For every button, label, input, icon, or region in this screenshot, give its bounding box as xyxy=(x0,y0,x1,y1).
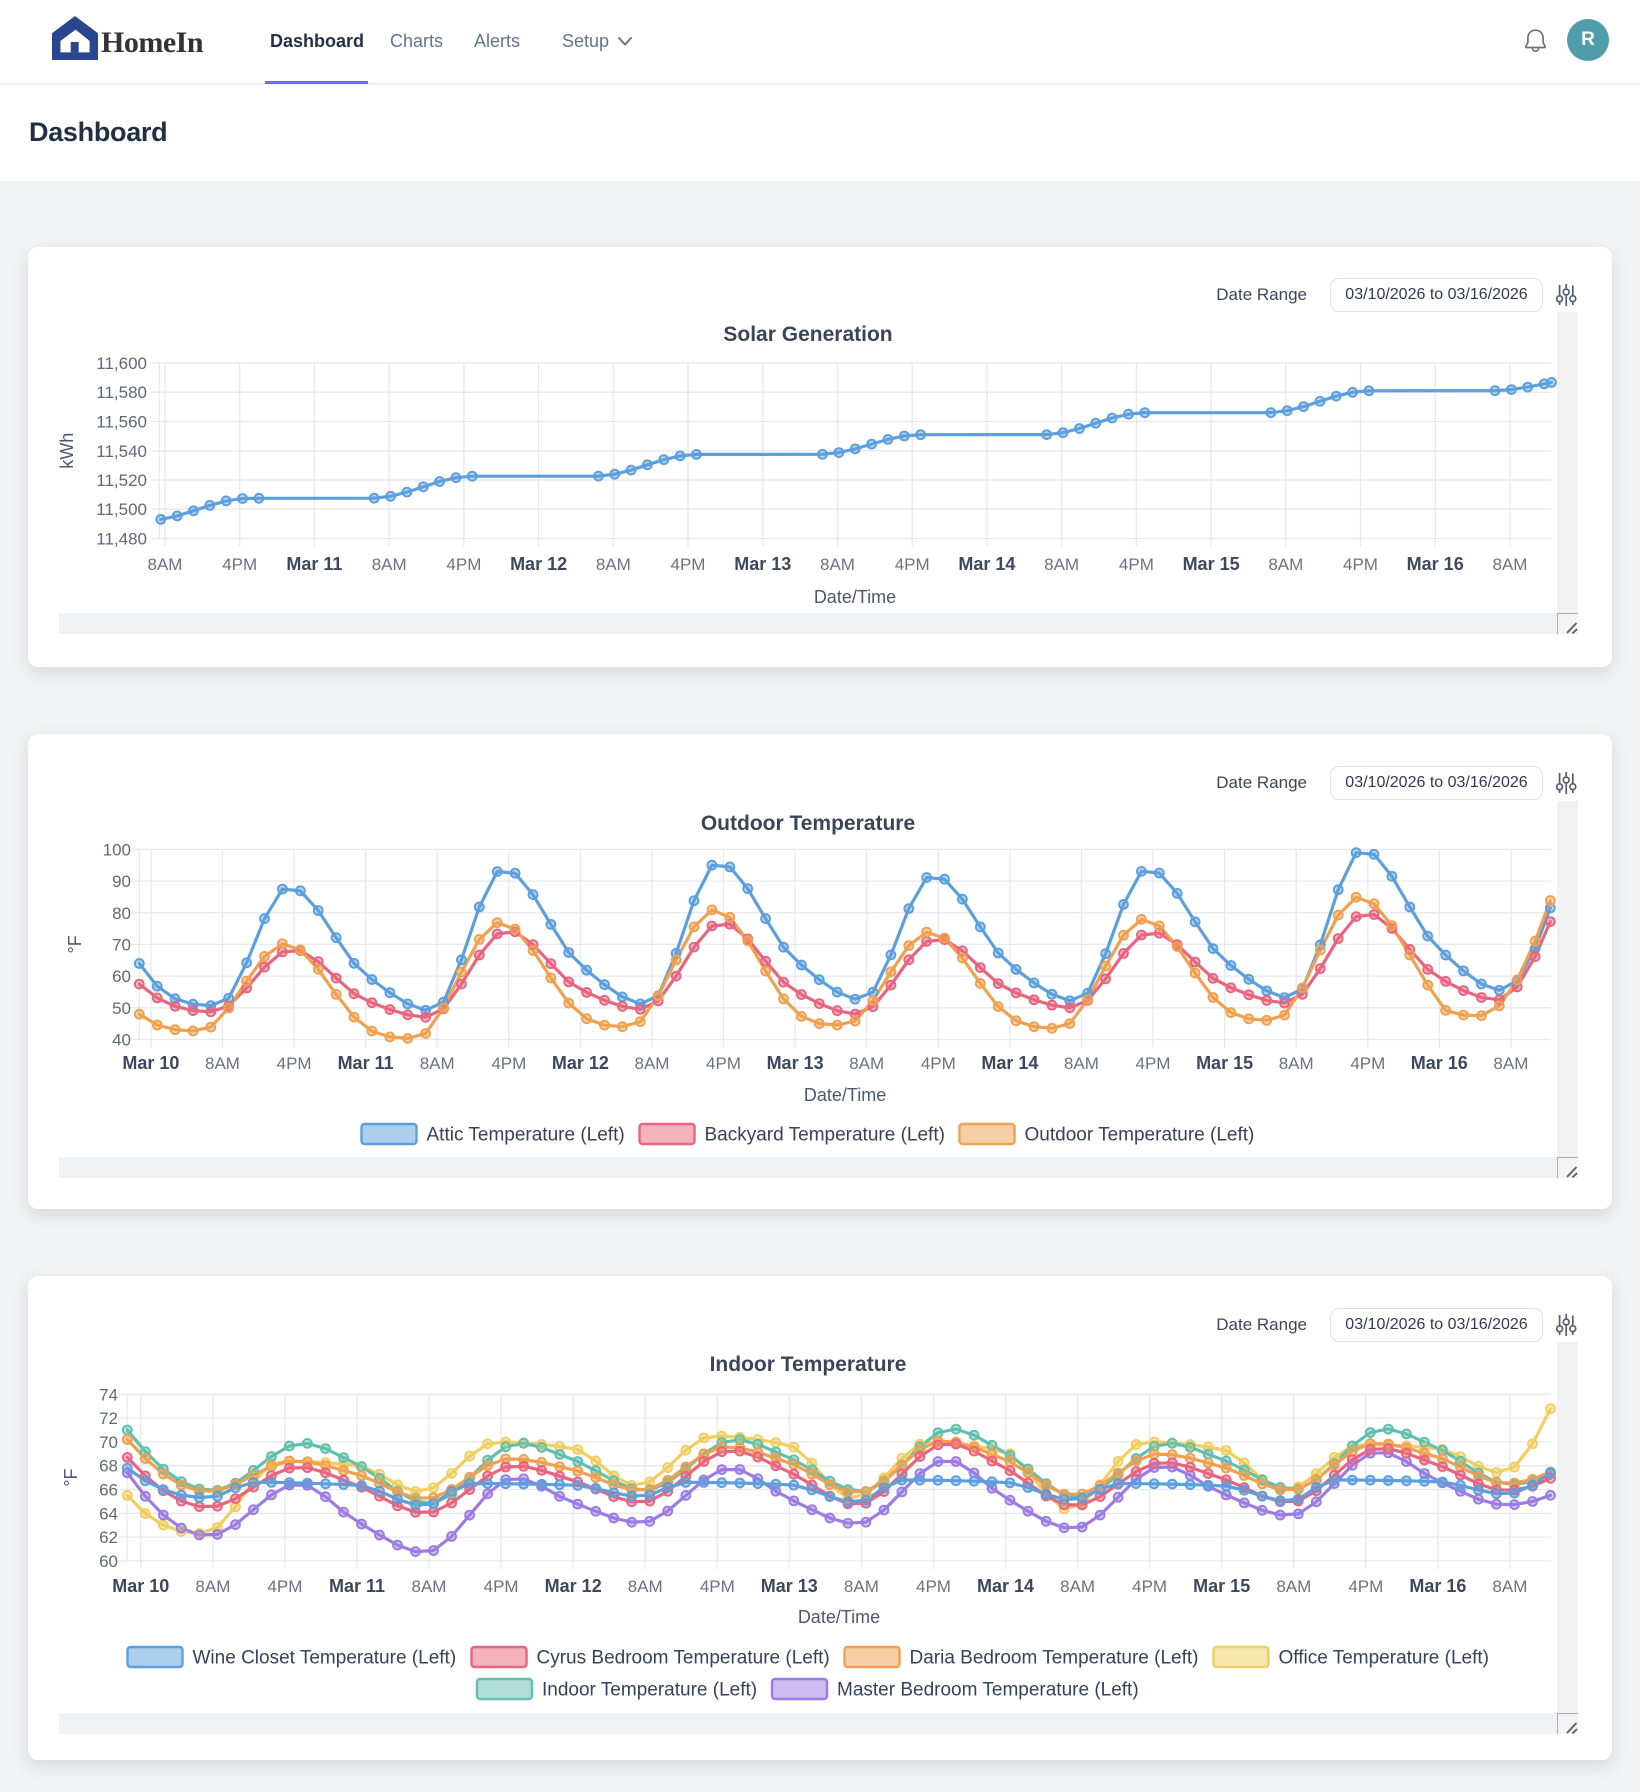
svg-text:11,580: 11,580 xyxy=(96,383,147,402)
svg-text:8AM: 8AM xyxy=(148,555,183,574)
svg-text:Mar 14: Mar 14 xyxy=(981,1053,1038,1073)
svg-text:Mar 12: Mar 12 xyxy=(545,1576,602,1596)
svg-text:66: 66 xyxy=(99,1481,118,1500)
svg-text:Attic Temperature (Left): Attic Temperature (Left) xyxy=(427,1125,625,1146)
svg-text:8AM: 8AM xyxy=(1493,1054,1528,1073)
svg-text:4PM: 4PM xyxy=(1119,555,1154,574)
svg-text:8AM: 8AM xyxy=(1276,1577,1311,1596)
svg-text:60: 60 xyxy=(99,1552,118,1571)
svg-text:Mar 15: Mar 15 xyxy=(1196,1053,1253,1073)
svg-text:Mar 11: Mar 11 xyxy=(286,554,342,574)
svg-text:4PM: 4PM xyxy=(1348,1577,1383,1596)
svg-text:4PM: 4PM xyxy=(671,555,706,574)
svg-text:Mar 14: Mar 14 xyxy=(977,1576,1034,1596)
svg-text:Wine Closet Temperature (Left): Wine Closet Temperature (Left) xyxy=(193,1648,457,1669)
svg-text:Mar 13: Mar 13 xyxy=(734,554,791,574)
svg-text:Mar 14: Mar 14 xyxy=(958,554,1015,574)
svg-text:8AM: 8AM xyxy=(420,1054,455,1073)
svg-text:4PM: 4PM xyxy=(446,555,481,574)
svg-text:11,480: 11,480 xyxy=(96,530,147,549)
svg-text:Mar 16: Mar 16 xyxy=(1411,1053,1468,1073)
svg-text:40: 40 xyxy=(112,1031,131,1050)
svg-text:4PM: 4PM xyxy=(491,1054,526,1073)
svg-text:4PM: 4PM xyxy=(1136,1054,1171,1073)
svg-text:8AM: 8AM xyxy=(1060,1577,1095,1596)
svg-text:Mar 11: Mar 11 xyxy=(329,1576,385,1596)
svg-text:50: 50 xyxy=(112,999,131,1018)
svg-text:4PM: 4PM xyxy=(700,1577,735,1596)
svg-text:8AM: 8AM xyxy=(412,1577,447,1596)
svg-text:64: 64 xyxy=(99,1504,118,1523)
svg-text:Mar 13: Mar 13 xyxy=(761,1576,818,1596)
svg-text:Backyard Temperature (Left): Backyard Temperature (Left) xyxy=(705,1125,945,1146)
svg-text:Date/Time: Date/Time xyxy=(814,587,896,607)
svg-text:4PM: 4PM xyxy=(916,1577,951,1596)
svg-text:11,520: 11,520 xyxy=(96,471,147,490)
svg-text:4PM: 4PM xyxy=(484,1577,519,1596)
svg-text:11,600: 11,600 xyxy=(96,354,147,373)
svg-text:8AM: 8AM xyxy=(1064,1054,1099,1073)
svg-text:4PM: 4PM xyxy=(921,1054,956,1073)
svg-text:Mar 10: Mar 10 xyxy=(122,1053,179,1073)
svg-text:8AM: 8AM xyxy=(820,555,855,574)
svg-text:8AM: 8AM xyxy=(844,1577,879,1596)
svg-text:68: 68 xyxy=(99,1457,118,1476)
svg-text:8AM: 8AM xyxy=(1492,1577,1527,1596)
svg-text:Date/Time: Date/Time xyxy=(798,1607,880,1627)
svg-text:Mar 13: Mar 13 xyxy=(767,1053,824,1073)
svg-text:Solar Generation: Solar Generation xyxy=(723,323,892,346)
svg-text:8AM: 8AM xyxy=(635,1054,670,1073)
svg-text:4PM: 4PM xyxy=(267,1577,302,1596)
svg-text:Mar 16: Mar 16 xyxy=(1409,1576,1466,1596)
svg-text:8AM: 8AM xyxy=(1044,555,1079,574)
svg-text:Mar 10: Mar 10 xyxy=(112,1576,169,1596)
svg-text:Mar 15: Mar 15 xyxy=(1183,554,1240,574)
svg-text:11,500: 11,500 xyxy=(96,500,147,519)
svg-text:74: 74 xyxy=(99,1385,118,1404)
svg-text:70: 70 xyxy=(99,1433,118,1452)
svg-text:°F: °F xyxy=(61,1468,81,1486)
svg-text:Office Temperature (Left): Office Temperature (Left) xyxy=(1279,1648,1490,1669)
svg-text:70: 70 xyxy=(112,935,131,954)
svg-text:60: 60 xyxy=(112,967,131,986)
svg-text:90: 90 xyxy=(112,872,131,891)
svg-text:°F: °F xyxy=(65,935,85,953)
svg-text:11,540: 11,540 xyxy=(96,442,147,461)
svg-text:62: 62 xyxy=(99,1528,118,1547)
svg-text:Mar 12: Mar 12 xyxy=(552,1053,609,1073)
svg-text:4PM: 4PM xyxy=(277,1054,312,1073)
svg-text:8AM: 8AM xyxy=(205,1054,240,1073)
svg-text:Mar 16: Mar 16 xyxy=(1407,554,1464,574)
svg-text:4PM: 4PM xyxy=(895,555,930,574)
svg-text:8AM: 8AM xyxy=(195,1577,230,1596)
svg-text:Outdoor Temperature (Left): Outdoor Temperature (Left) xyxy=(1025,1125,1255,1146)
svg-text:72: 72 xyxy=(99,1409,118,1428)
svg-text:Mar 15: Mar 15 xyxy=(1193,1576,1250,1596)
svg-text:kWh: kWh xyxy=(59,433,77,469)
svg-text:Indoor Temperature (Left): Indoor Temperature (Left) xyxy=(542,1680,757,1701)
svg-text:Daria Bedroom Temperature (Lef: Daria Bedroom Temperature (Left) xyxy=(910,1648,1199,1669)
svg-text:4PM: 4PM xyxy=(1350,1054,1385,1073)
svg-text:8AM: 8AM xyxy=(1268,555,1303,574)
svg-text:4PM: 4PM xyxy=(222,555,257,574)
svg-text:8AM: 8AM xyxy=(1279,1054,1314,1073)
svg-text:4PM: 4PM xyxy=(706,1054,741,1073)
svg-text:Cyrus Bedroom Temperature (Lef: Cyrus Bedroom Temperature (Left) xyxy=(537,1648,830,1669)
svg-text:8AM: 8AM xyxy=(628,1577,663,1596)
svg-text:11,560: 11,560 xyxy=(96,413,147,432)
svg-text:4PM: 4PM xyxy=(1132,1577,1167,1596)
svg-text:100: 100 xyxy=(103,840,131,859)
svg-text:8AM: 8AM xyxy=(596,555,631,574)
svg-text:Indoor Temperature: Indoor Temperature xyxy=(710,1353,907,1376)
svg-text:80: 80 xyxy=(112,904,131,923)
svg-text:Master Bedroom Temperature (Le: Master Bedroom Temperature (Left) xyxy=(837,1680,1139,1701)
svg-text:8AM: 8AM xyxy=(1493,555,1528,574)
svg-text:Mar 11: Mar 11 xyxy=(338,1053,394,1073)
svg-text:4PM: 4PM xyxy=(1343,555,1378,574)
svg-text:Outdoor Temperature: Outdoor Temperature xyxy=(701,812,915,835)
svg-text:Date/Time: Date/Time xyxy=(804,1085,886,1105)
svg-text:8AM: 8AM xyxy=(372,555,407,574)
svg-text:8AM: 8AM xyxy=(849,1054,884,1073)
svg-text:Mar 12: Mar 12 xyxy=(510,554,567,574)
